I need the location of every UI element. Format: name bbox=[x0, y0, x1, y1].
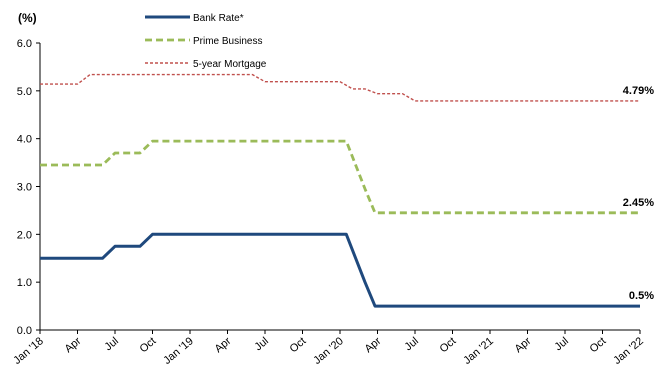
x-tick-label: Jan '20 bbox=[311, 335, 346, 367]
x-tick-label: Apr bbox=[63, 335, 84, 355]
x-tick-label: Jul bbox=[252, 335, 270, 353]
x-tick-label: Jan '21 bbox=[461, 335, 496, 367]
end-value-label: 2.45% bbox=[623, 197, 654, 209]
x-axis-ticks: Jan '18 Apr Jul Oct Jan '19 Apr Jul Oct Jan '20 A… bbox=[11, 330, 646, 367]
x-tick-label: Oct bbox=[288, 335, 309, 355]
legend-label: Prime Business bbox=[193, 36, 262, 47]
x-tick-label: Oct bbox=[138, 335, 159, 355]
x-tick-label: Jul bbox=[402, 335, 420, 353]
x-tick-label: Apr bbox=[513, 335, 534, 355]
end-value-label: 4.79% bbox=[623, 85, 654, 97]
y-tick-label: 0.0 bbox=[17, 325, 32, 337]
y-tick-label: 3.0 bbox=[17, 182, 32, 194]
y-tick-label: 5.0 bbox=[17, 86, 32, 98]
x-tick-label: Apr bbox=[213, 335, 234, 355]
legend-label: Bank Rate* bbox=[193, 13, 244, 24]
y-tick-label: 2.0 bbox=[17, 229, 32, 241]
end-labels: 0.5% 2.45% 4.79% bbox=[623, 85, 654, 302]
x-tick-label: Oct bbox=[588, 335, 609, 355]
x-tick-label: Jan '22 bbox=[611, 335, 646, 367]
series-line-2 bbox=[40, 73, 640, 102]
y-tick-label: 4.0 bbox=[17, 134, 32, 146]
y-tick-label: 6.0 bbox=[17, 38, 32, 50]
x-tick-label: Jan '19 bbox=[161, 335, 196, 367]
x-tick-label: Oct bbox=[438, 335, 459, 355]
x-tick-label: Apr bbox=[363, 335, 384, 355]
series-line-1 bbox=[40, 139, 640, 215]
series-line-0 bbox=[40, 232, 640, 308]
y-axis-unit: (%) bbox=[18, 11, 37, 25]
end-value-label: 0.5% bbox=[629, 290, 654, 302]
y-axis-ticks: 0.0 1.0 2.0 3.0 4.0 5.0 6.0 bbox=[17, 38, 40, 337]
legend-label: 5-year Mortgage bbox=[193, 59, 267, 70]
series-lines bbox=[40, 73, 640, 308]
x-tick-label: Jan '18 bbox=[11, 335, 46, 367]
legend: Bank Rate* Prime Business 5-year Mortgage bbox=[145, 13, 267, 70]
y-tick-label: 1.0 bbox=[17, 277, 32, 289]
x-tick-label: Jul bbox=[102, 335, 120, 353]
axes bbox=[39, 43, 640, 331]
x-tick-label: Jul bbox=[552, 335, 570, 353]
